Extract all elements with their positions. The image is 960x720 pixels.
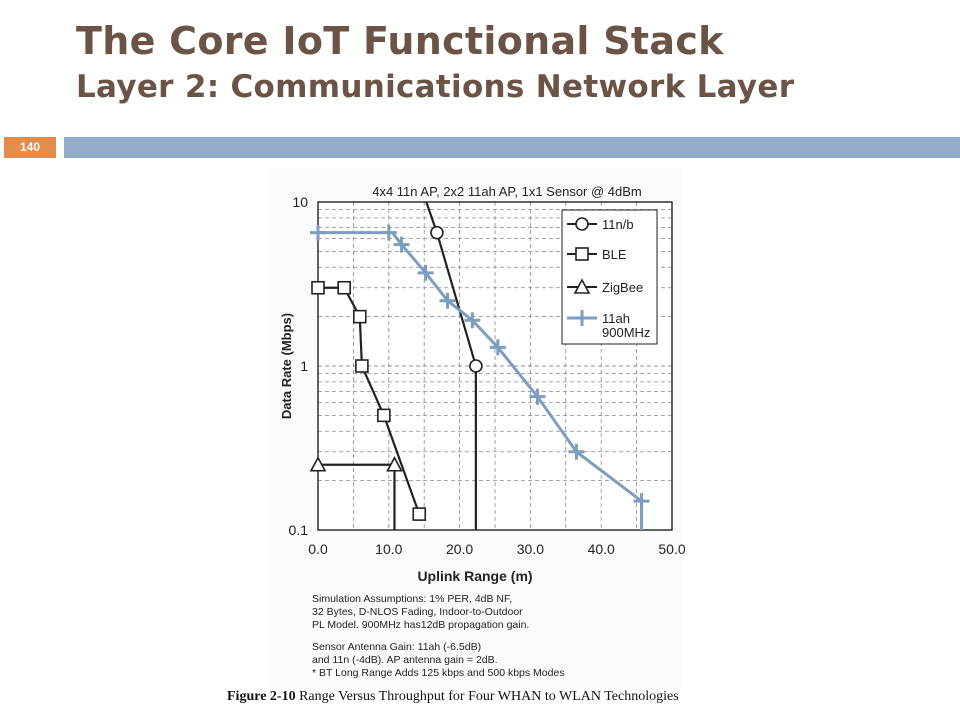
series-line [425,201,477,530]
data-point-square [377,408,391,423]
y-tick-label: 0.1 [289,522,309,538]
data-point-plus [380,224,397,241]
data-point-triangle [309,456,327,472]
data-point-square [311,280,325,295]
y-tick-label: 1 [300,358,308,374]
x-tick-label: 30.0 [517,541,544,557]
figure-caption: Figure 2-10 Range Versus Throughput for … [227,689,679,705]
data-point-plus [310,224,326,241]
y-axis-title: Data Rate (Mbps) [279,313,294,419]
x-axis-title: Uplink Range (m) [417,568,532,584]
x-tick-label: 50.0 [658,541,685,557]
slide-title-line1: The Core IoT Functional Stack [76,19,724,63]
data-point-plus [489,339,506,356]
legend-box [561,209,658,345]
y-tick-label: 10 [292,194,308,210]
legend: 11n/b BLE ZigBee 11ah 900MHz [561,209,658,345]
data-point-square [352,309,367,324]
slide-title-line2: Layer 2: Communications Network Layer [76,69,795,105]
figure-caption-text: Range Versus Throughput for Four WHAN to… [299,689,679,704]
chart-title: 4x4 11n AP, 2x2 11ah AP, 1x1 Sensor @ 4d… [372,184,642,199]
data-point-plus [529,388,546,405]
figure-caption-label: Figure 2-10 [227,689,296,704]
series-square [311,280,427,521]
series-circle [425,201,483,530]
legend-label: ZigBee [602,280,643,295]
x-tick-label: 20.0 [446,541,473,557]
data-point-triangle [386,456,403,472]
notes-assumptions: Simulation Assumptions: 1% PER, 4dB NF, … [312,593,530,631]
page-number-badge: 140 [4,137,56,158]
series-triangle [309,456,403,530]
data-point-triangle [573,278,591,294]
x-tick-label: 0.0 [308,541,328,557]
data-point-circle [469,359,483,373]
data-point-circle [575,217,589,231]
data-point-plus [417,264,434,281]
legend-label: 11n/b [602,217,634,232]
data-point-plus [464,312,481,329]
data-point-plus [633,493,650,510]
plot-frame [317,201,673,531]
data-point-plus [568,443,585,460]
legend-label-line: 11n/b [602,217,634,232]
data-point-square [355,359,369,373]
series-plus [310,224,650,530]
header-accent-bar [64,137,960,158]
legend-label: 11ah 900MHz [602,311,650,340]
data-point-plus [574,310,590,326]
data-point-square [412,507,427,521]
data-point-plus [439,292,456,309]
x-tick-label: 40.0 [588,541,615,557]
simulation-notes: Simulation Assumptions: 1% PER, 4dB NF, … [312,593,652,689]
notes-antenna: Sensor Antenna Gain: 11ah (-6.5dB) and 1… [312,641,565,679]
legend-label-line: 900MHz [602,325,650,340]
data-point-plus [393,236,410,253]
x-tick-label: 10.0 [375,541,402,557]
data-point-square [575,247,589,261]
legend-label-line: BLE [602,247,627,262]
slide-title: The Core IoT Functional Stack Layer 2: C… [76,22,794,103]
data-point-square [337,280,351,295]
legend-label: BLE [602,247,627,262]
legend-label-line: 11ah [602,311,630,326]
legend-label-line: ZigBee [602,280,643,295]
data-point-circle [430,225,444,240]
